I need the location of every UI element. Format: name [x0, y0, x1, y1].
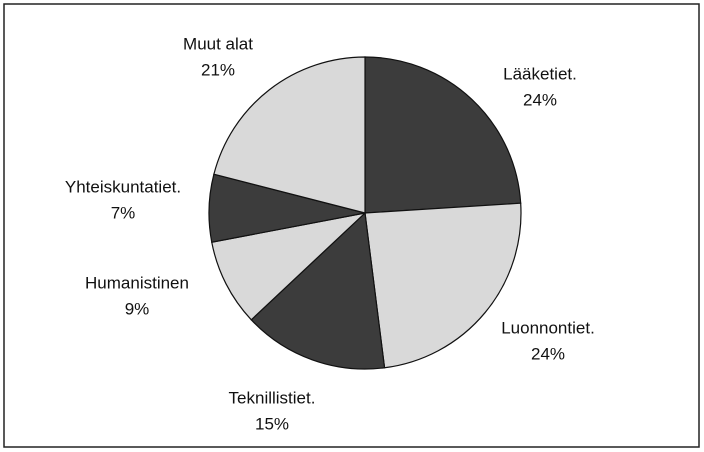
slice-label: Lääketiet. — [503, 64, 577, 83]
pie-slice — [364, 202, 522, 369]
slice-value-label: 15% — [255, 414, 289, 433]
pie-slice — [250, 211, 386, 370]
slice-value-label: 9% — [125, 299, 150, 318]
slice-label: Humanistinen — [85, 273, 189, 292]
slice-label: Teknillistiet. — [229, 388, 316, 407]
slice-value-label: 24% — [523, 90, 557, 109]
slice-label: Luonnontiet. — [501, 318, 595, 337]
slice-value-label: 24% — [531, 344, 565, 363]
pie-slice — [213, 56, 366, 214]
pie-slice — [211, 212, 367, 321]
slice-value-label: 21% — [201, 60, 235, 79]
slice-label: Yhteiskuntatiet. — [65, 177, 181, 196]
slice-value-label: 7% — [111, 203, 136, 222]
slice-label: Muut alat — [183, 34, 253, 53]
pie-slice — [364, 56, 522, 214]
